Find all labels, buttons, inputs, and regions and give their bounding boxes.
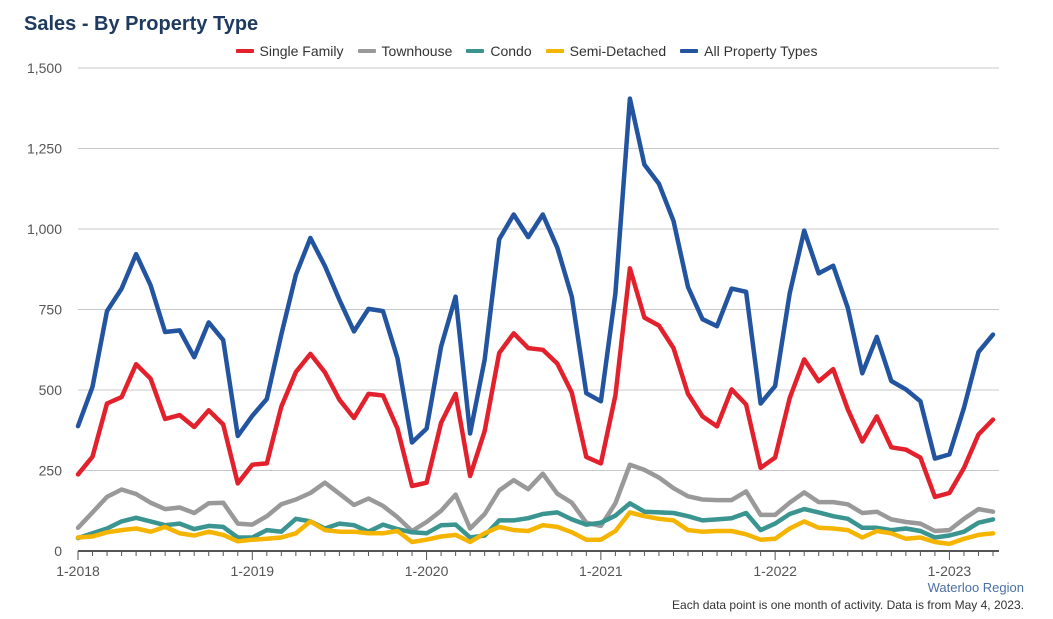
y-tick-label: 1,500 xyxy=(27,60,62,76)
x-axis: 1-2018 1-2019 1-2020 1-2021 1-2022 1-2023 xyxy=(56,550,999,579)
y-tick-label: 500 xyxy=(39,382,63,398)
legend-item[interactable]: All Property Types xyxy=(680,43,817,59)
legend-label: Condo xyxy=(490,43,532,59)
chart-title: Sales - By Property Type xyxy=(24,13,259,35)
legend-swatch xyxy=(545,49,564,53)
legend-label: All Property Types xyxy=(704,43,818,59)
x-tick-label: 1-2023 xyxy=(928,563,972,579)
series-line-condo[interactable] xyxy=(75,501,996,541)
y-axis-labels: 0 250 500 750 1,000 1,250 1,500 xyxy=(27,60,62,559)
gridlines xyxy=(78,67,999,471)
series-lines xyxy=(75,96,996,547)
x-tick-label: 1-2018 xyxy=(56,563,100,579)
series-line-all-property-types[interactable] xyxy=(75,96,996,461)
legend: Single Family Townhouse Condo Semi-Detached… xyxy=(0,40,1053,59)
source-label: Waterloo Region xyxy=(927,580,1024,595)
footnote: Each data point is one month of activity… xyxy=(672,598,1024,612)
legend-swatch xyxy=(357,49,376,53)
legend-label: Single Family xyxy=(259,43,344,59)
x-tick-label: 1-2021 xyxy=(579,563,623,579)
x-tick-label: 1-2019 xyxy=(230,563,274,579)
y-tick-label: 1,000 xyxy=(27,221,62,237)
y-tick-label: 750 xyxy=(39,302,63,318)
legend-item[interactable]: Condo xyxy=(466,43,532,59)
x-tick-label: 1-2020 xyxy=(405,563,449,579)
legend-item[interactable]: Semi-Detached xyxy=(545,43,667,59)
y-tick-label: 250 xyxy=(39,463,63,479)
x-tick-label: 1-2022 xyxy=(753,563,797,579)
legend-item[interactable]: Single Family xyxy=(235,43,344,59)
legend-label: Semi-Detached xyxy=(569,43,667,59)
legend-item[interactable]: Townhouse xyxy=(357,43,453,59)
series-line-townhouse[interactable] xyxy=(75,462,996,534)
series-line-single-family[interactable] xyxy=(75,266,996,500)
legend-swatch xyxy=(680,49,699,53)
legend-swatch xyxy=(235,49,254,53)
y-tick-label: 1,250 xyxy=(27,141,62,157)
series-line-semi-detached[interactable] xyxy=(75,510,996,547)
legend-label: Townhouse xyxy=(381,43,453,59)
legend-swatch xyxy=(466,49,485,53)
y-tick-label: 0 xyxy=(54,543,62,559)
